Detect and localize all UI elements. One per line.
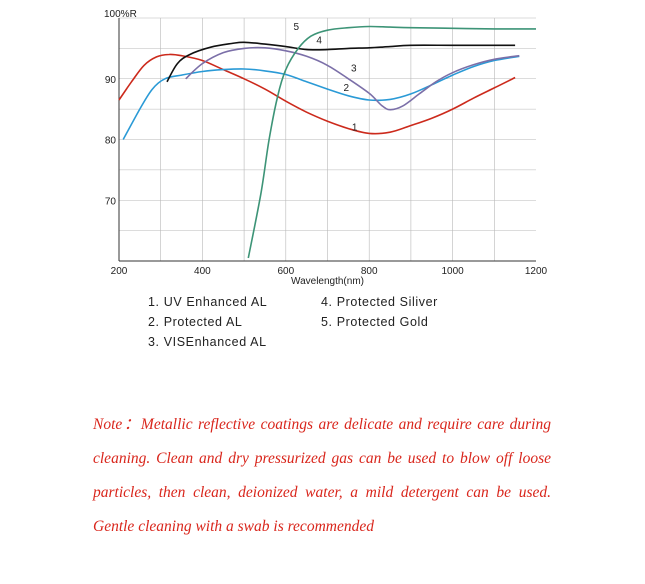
x-tick-label: 1200	[525, 266, 548, 277]
legend-entry-4: 4. Protected Siliver	[321, 295, 438, 309]
legend-left-column: 1. UV Enhanced AL 2. Protected AL 3. VIS…	[148, 292, 267, 352]
x-tick-label: 200	[111, 266, 128, 277]
curve-label-5: 5	[293, 22, 299, 33]
reflectance-chart: 70 80 90 100%R 200 400 600 800 1000 1200 Wavelengt…	[104, 9, 548, 287]
curve-label-3: 3	[351, 63, 357, 74]
y-axis-label: 100%R	[104, 9, 137, 20]
legend-right-column: 4. Protected Siliver 5. Protected Gold	[321, 292, 438, 332]
curve-label-4: 4	[316, 36, 322, 47]
x-tick-label: 1000	[441, 266, 464, 277]
y-tick-label: 80	[105, 136, 117, 147]
series-line-1	[118, 53, 516, 135]
curve-label-1: 1	[352, 122, 358, 133]
y-tick-label: 70	[105, 196, 117, 207]
x-tick-label: 800	[361, 266, 378, 277]
legend-entry-1: 1. UV Enhanced AL	[148, 295, 268, 309]
x-tick-label: 600	[277, 266, 294, 277]
chart-axes: 70 80 90 100%R 200 400 600 800 1000 1200 Wavelengt…	[104, 9, 548, 287]
series-line-5	[247, 25, 537, 259]
x-tick-label: 400	[194, 266, 211, 277]
legend-entry-2: 2. Protected AL	[148, 315, 243, 329]
legend-entry-5: 5. Protected Gold	[321, 315, 429, 329]
legend-entry-3: 3. VISEnhanced AL	[148, 335, 267, 349]
y-tick-label: 90	[105, 75, 117, 86]
chart-series	[118, 25, 537, 259]
series-line-4	[166, 41, 516, 83]
chart-grid	[119, 17, 536, 261]
curve-label-2: 2	[343, 83, 349, 94]
cleaning-note: Note：Metallic reflective coatings are de…	[93, 416, 551, 535]
x-axis-label: Wavelength(nm)	[291, 276, 364, 287]
series-line-3	[185, 46, 520, 111]
